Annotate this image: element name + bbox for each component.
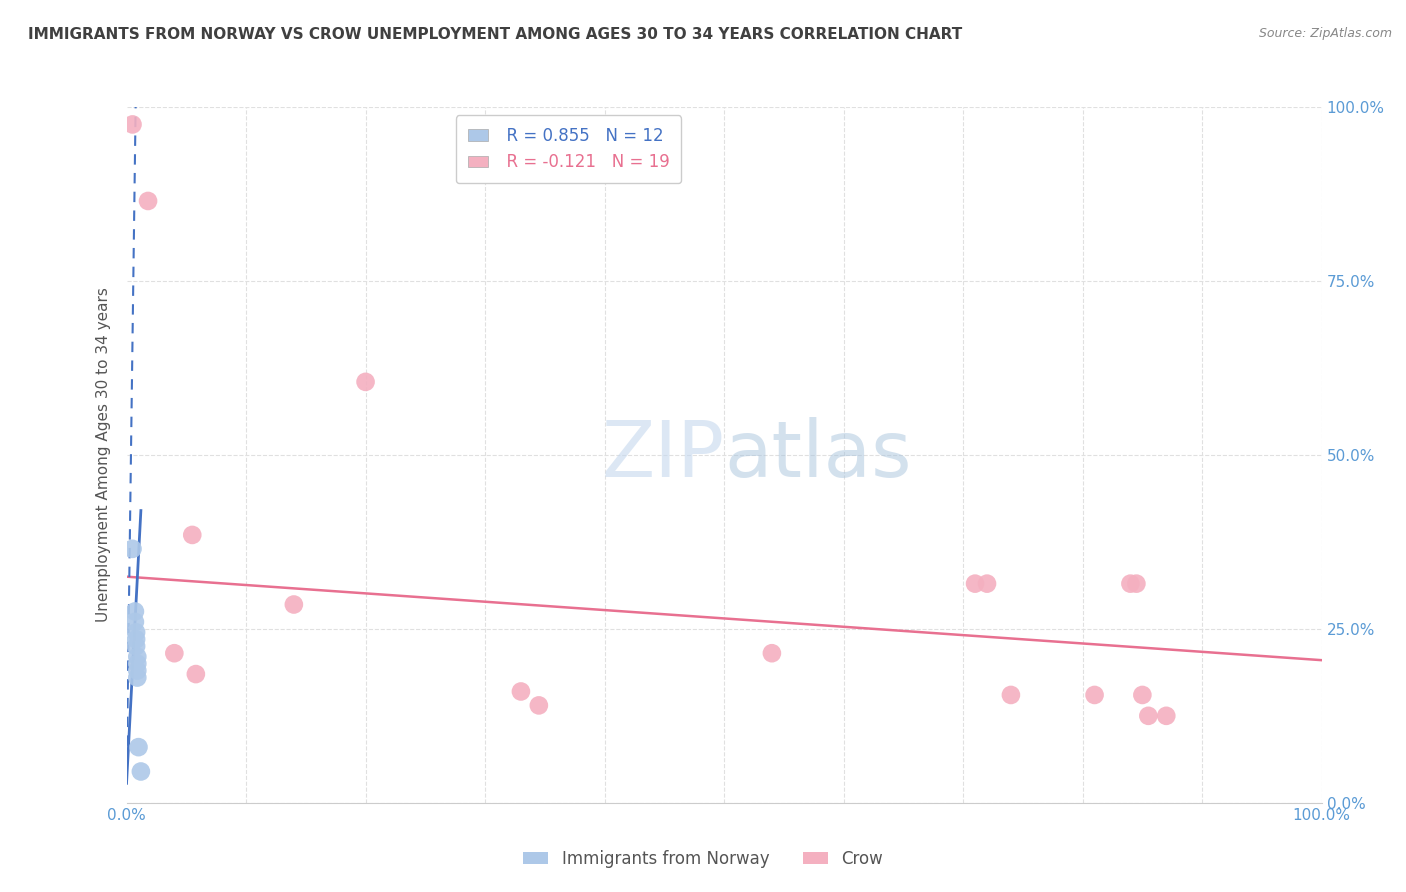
Point (1154, 708, 1177, 723)
Point (1000, 688, 1022, 702)
Point (354, 375, 377, 389)
Point (1137, 708, 1160, 723)
Point (1125, 576, 1147, 591)
Point (163, 646, 186, 660)
Point (129, 764, 152, 779)
Text: atlas: atlas (724, 417, 911, 493)
Point (1130, 688, 1153, 702)
Point (121, 541, 143, 556)
Point (127, 664, 149, 678)
Point (976, 576, 998, 591)
Text: Source: ZipAtlas.com: Source: ZipAtlas.com (1258, 27, 1392, 40)
Point (1119, 576, 1142, 591)
Point (127, 740, 149, 755)
Point (121, 117, 143, 131)
Point (761, 646, 783, 660)
Point (963, 576, 986, 591)
Point (509, 684, 531, 698)
Point (181, 528, 204, 542)
Point (125, 639, 148, 653)
Point (283, 598, 305, 612)
Point (127, 657, 149, 671)
Point (136, 194, 159, 208)
Point (127, 649, 149, 664)
Y-axis label: Unemployment Among Ages 30 to 34 years: Unemployment Among Ages 30 to 34 years (96, 287, 111, 623)
Point (527, 698, 550, 713)
Text: ZIP: ZIP (602, 417, 724, 493)
Point (184, 667, 207, 681)
Point (125, 625, 148, 640)
Legend: Immigrants from Norway, Crow: Immigrants from Norway, Crow (516, 844, 890, 875)
Point (1083, 688, 1105, 702)
Point (127, 671, 149, 685)
Point (124, 605, 146, 619)
Point (125, 632, 148, 647)
Legend:   R = 0.855   N = 12,   R = -0.121   N = 19: R = 0.855 N = 12, R = -0.121 N = 19 (456, 115, 682, 183)
Text: IMMIGRANTS FROM NORWAY VS CROW UNEMPLOYMENT AMONG AGES 30 TO 34 YEARS CORRELATIO: IMMIGRANTS FROM NORWAY VS CROW UNEMPLOYM… (28, 27, 962, 42)
Point (124, 615, 146, 629)
